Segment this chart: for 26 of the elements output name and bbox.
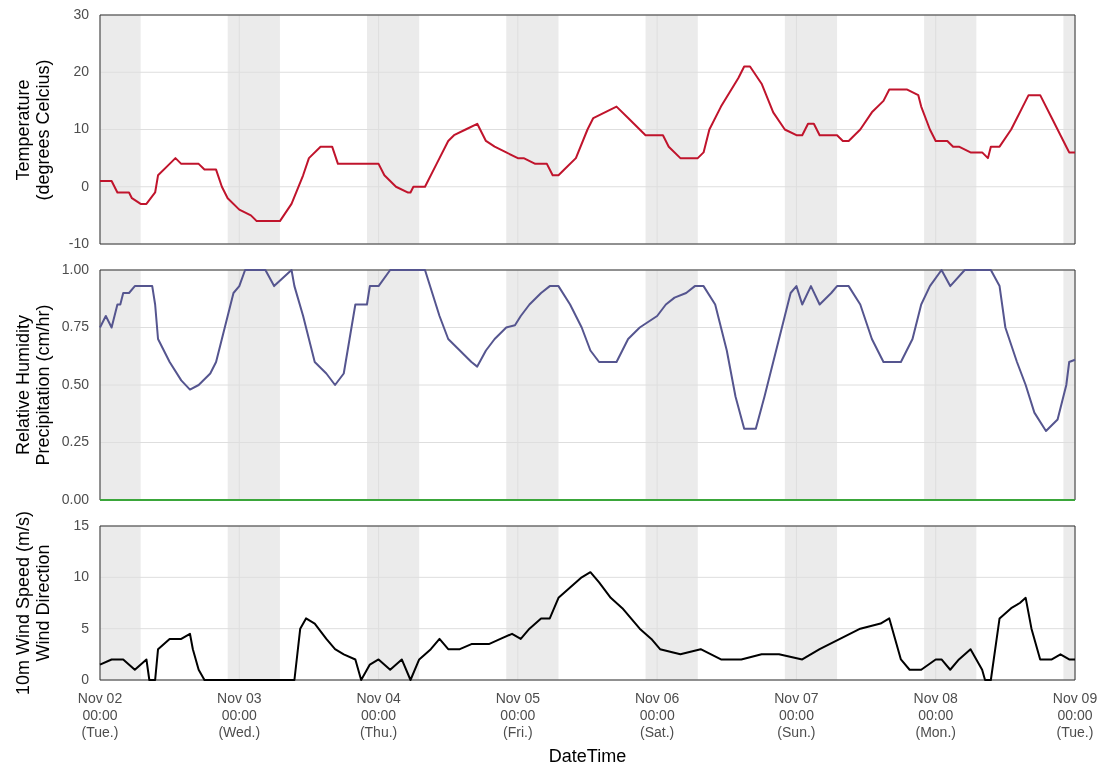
y-tick-label: 0 [81, 670, 90, 687]
y-tick-label: -10 [68, 234, 90, 251]
x-tick-label: Nov 03 00:00 (Wed.) [217, 690, 262, 740]
x-tick-label: Nov 04 00:00 (Thu.) [356, 690, 401, 740]
x-tick-label: Nov 05 00:00 (Fri.) [495, 690, 541, 740]
x-tick-label: Nov 09 00:00 (Tue.) [1052, 690, 1098, 740]
y-tick-label: 0.00 [61, 490, 90, 507]
x-tick-label: Nov 06 00:00 (Sat.) [634, 690, 680, 740]
y-tick-label: 1.00 [61, 260, 90, 277]
x-tick-label: Nov 07 00:00 (Sun.) [774, 690, 819, 740]
y-tick-label: 5 [81, 619, 90, 636]
y-tick-label: 10 [73, 120, 90, 137]
y-tick-label: 15 [73, 516, 90, 533]
y-tick-label: 10 [73, 568, 90, 585]
y-tick-label: 0.75 [61, 318, 90, 335]
y-axis-title: Relative Humidity Precipitation (cm/hr) [13, 304, 54, 466]
y-tick-label: 0 [81, 177, 90, 194]
x-tick-label: Nov 02 00:00 (Tue.) [77, 690, 123, 740]
x-tick-label: Nov 08 00:00 (Mon.) [913, 690, 959, 740]
y-tick-label: 0.50 [61, 375, 90, 392]
y-axis-title: 10m Wind Speed (m/s) Wind Direction [13, 510, 54, 696]
y-axis-title: Temperature (degrees Celcius) [13, 58, 54, 201]
x-axis-title: DateTime [548, 746, 627, 767]
y-tick-label: 0.25 [61, 433, 90, 450]
y-tick-label: 30 [73, 5, 90, 22]
y-tick-label: 20 [73, 63, 90, 80]
